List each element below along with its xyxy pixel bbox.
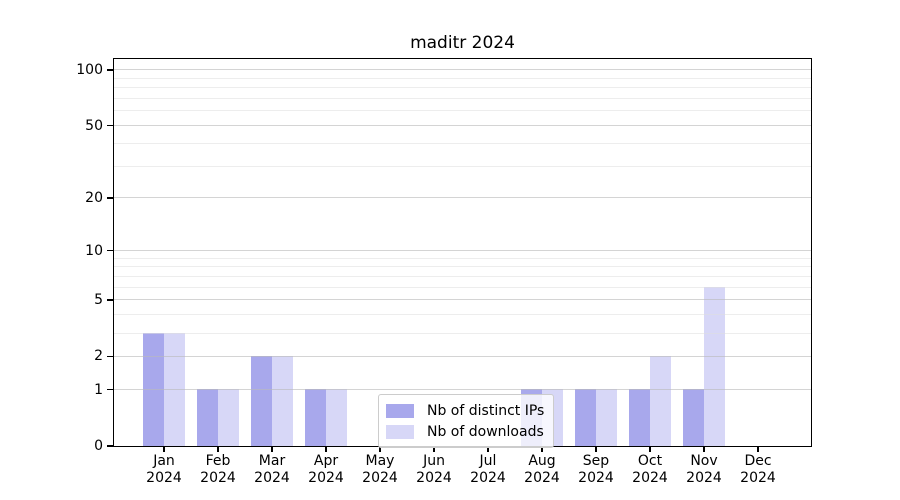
y-tick-mark-5	[106, 299, 114, 301]
grid-layer	[113, 59, 811, 446]
legend-item-downloads: Nb of downloads	[386, 421, 544, 442]
bar-downloads-sep	[595, 389, 617, 446]
gridline-70	[113, 98, 811, 100]
legend: Nb of distinct IPs Nb of downloads	[378, 394, 555, 448]
y-tick-mark-1	[106, 388, 114, 391]
gridline-90	[113, 77, 811, 79]
x-tick-mark-apr	[325, 446, 327, 452]
gridline-100	[113, 69, 811, 71]
bar-downloads-mar	[271, 355, 293, 446]
legend-swatch-downloads	[386, 424, 414, 439]
x-tick-mark-sep	[595, 446, 597, 452]
y-tick-mark-10	[106, 249, 114, 252]
gridline-2	[113, 355, 811, 357]
x-tick-mark-jan	[163, 446, 165, 452]
plot-area	[112, 57, 812, 447]
x-tick-mark-may	[379, 446, 381, 452]
x-tick-label-jul: Jul 2024	[470, 453, 506, 486]
y-tick-label-100: 100	[76, 61, 103, 78]
y-tick-mark-2	[106, 355, 114, 358]
gridline-20	[113, 197, 811, 199]
x-tick-label-aug: Aug 2024	[524, 453, 560, 486]
bar-downloads-nov	[703, 286, 725, 446]
gridline-60	[113, 110, 811, 112]
x-tick-label-dec: Dec 2024	[740, 453, 776, 486]
bar-distinct-ips-sep	[574, 389, 596, 446]
legend-label: Nb of downloads	[427, 423, 544, 440]
bar-downloads-feb	[217, 389, 239, 446]
gridline-4	[113, 314, 811, 316]
y-tick-label-5: 5	[94, 291, 103, 308]
x-tick-mark-mar	[271, 446, 273, 452]
y-tick-mark-20	[106, 197, 114, 199]
x-tick-label-apr: Apr 2024	[308, 453, 344, 486]
gridline-30	[113, 165, 811, 167]
y-tick-mark-100	[106, 69, 114, 71]
gridline-40	[113, 142, 811, 144]
x-tick-label-sep: Sep 2024	[578, 453, 614, 486]
x-tick-label-jan: Jan 2024	[146, 453, 182, 486]
x-tick-mark-nov	[703, 446, 705, 452]
x-tick-mark-aug	[541, 446, 543, 452]
gridline-10	[113, 250, 811, 252]
gridline-1	[113, 389, 811, 390]
x-tick-label-jun: Jun 2024	[416, 453, 452, 486]
legend-swatch-distinct-ips	[386, 403, 414, 418]
y-tick-label-20: 20	[85, 189, 103, 206]
x-tick-mark-jun	[433, 446, 435, 452]
y-tick-label-10: 10	[85, 242, 103, 259]
x-tick-label-nov: Nov 2024	[686, 453, 722, 486]
x-tick-label-feb: Feb 2024	[200, 453, 236, 486]
gridline-50	[113, 125, 811, 127]
gridline-3	[113, 332, 811, 334]
x-tick-label-mar: Mar 2024	[254, 453, 290, 486]
gridline-8	[113, 266, 811, 268]
x-tick-mark-feb	[217, 446, 219, 452]
x-tick-mark-oct	[649, 446, 651, 452]
legend-item-distinct-ips: Nb of distinct IPs	[386, 400, 544, 421]
x-tick-label-oct: Oct 2024	[632, 453, 668, 486]
gridline-6	[113, 286, 811, 288]
gridline-5	[113, 299, 811, 301]
bar-distinct-ips-mar	[250, 355, 272, 446]
bar-distinct-ips-feb	[196, 389, 218, 446]
y-tick-label-0: 0	[94, 438, 103, 454]
y-tick-mark-0	[106, 445, 114, 447]
gridline-80	[113, 87, 811, 89]
y-tick-label-2: 2	[94, 348, 103, 365]
bar-distinct-ips-apr	[304, 389, 326, 446]
bar-distinct-ips-nov	[682, 389, 704, 446]
x-tick-label-may: May 2024	[362, 453, 398, 486]
x-tick-mark-dec	[757, 446, 759, 452]
y-tick-mark-50	[106, 124, 114, 127]
y-tick-label-1: 1	[94, 381, 103, 398]
x-tick-mark-jul	[487, 446, 489, 452]
y-tick-label-50: 50	[85, 117, 103, 134]
gridline-7	[113, 276, 811, 278]
bar-downloads-apr	[325, 389, 347, 446]
chart-title: maditr 2024	[410, 33, 515, 53]
legend-label: Nb of distinct IPs	[427, 402, 545, 419]
gridline-9	[113, 257, 811, 259]
bar-downloads-oct	[649, 355, 671, 446]
bar-distinct-ips-oct	[628, 389, 650, 446]
